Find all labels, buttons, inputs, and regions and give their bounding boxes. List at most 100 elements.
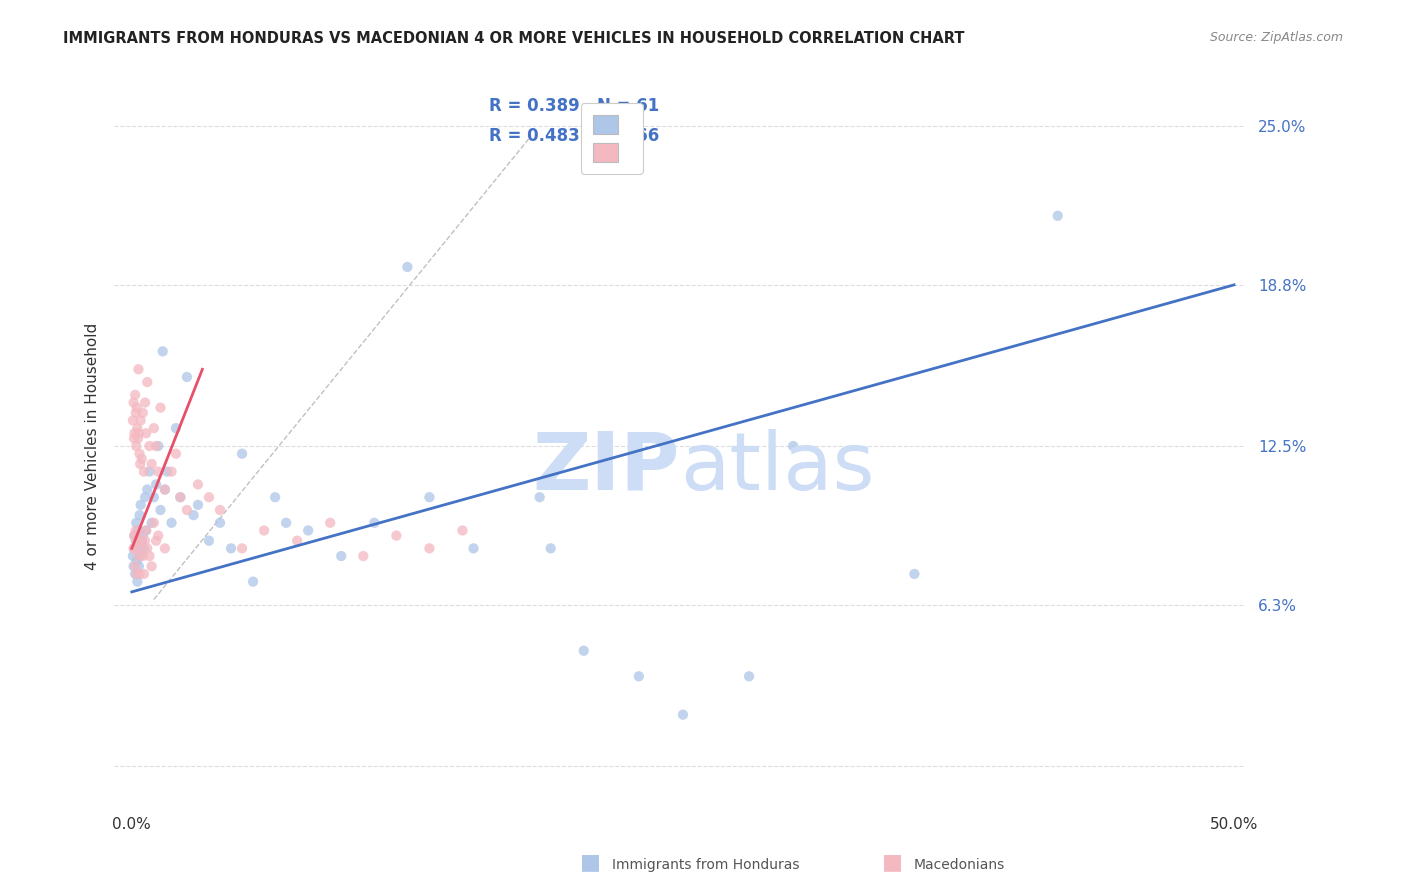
- Point: [128, 566, 150, 581]
- Point: [129, 549, 152, 563]
- Point: [165, 447, 187, 461]
- Point: [463, 541, 485, 556]
- Point: [142, 421, 165, 435]
- Point: [672, 707, 695, 722]
- Point: [148, 439, 170, 453]
- Point: [125, 524, 148, 538]
- Point: [127, 362, 149, 376]
- Point: [125, 516, 148, 530]
- Point: [540, 541, 562, 556]
- Point: [242, 574, 264, 589]
- Point: [138, 439, 160, 453]
- Point: [135, 524, 157, 538]
- Point: [141, 457, 163, 471]
- Point: [122, 541, 145, 556]
- Point: [198, 490, 221, 504]
- Point: [1046, 209, 1069, 223]
- Point: [572, 643, 595, 657]
- Point: [297, 524, 319, 538]
- Point: [125, 401, 148, 415]
- Point: [231, 541, 253, 556]
- Point: [165, 421, 187, 435]
- Point: [131, 533, 153, 548]
- Point: [131, 533, 153, 548]
- Point: [264, 490, 287, 504]
- Point: [276, 516, 298, 530]
- Point: [363, 516, 385, 530]
- Point: [319, 516, 342, 530]
- Point: [418, 490, 440, 504]
- Point: [136, 541, 159, 556]
- Point: [127, 549, 149, 563]
- Point: [153, 541, 176, 556]
- Point: [127, 421, 149, 435]
- Point: [132, 528, 155, 542]
- Point: [145, 533, 167, 548]
- Point: [136, 483, 159, 497]
- Point: [124, 566, 146, 581]
- Point: [142, 490, 165, 504]
- Point: [135, 426, 157, 441]
- Point: [152, 344, 174, 359]
- Point: [330, 549, 353, 563]
- Point: [125, 554, 148, 568]
- Point: [138, 549, 160, 563]
- Text: ■: ■: [581, 853, 600, 872]
- Point: [253, 524, 276, 538]
- Point: [122, 541, 145, 556]
- Point: [129, 541, 152, 556]
- Point: [627, 669, 650, 683]
- Point: [125, 406, 148, 420]
- Point: [129, 457, 152, 471]
- Point: [124, 426, 146, 441]
- Point: [451, 524, 474, 538]
- Point: [127, 524, 149, 538]
- Point: [128, 447, 150, 461]
- Text: ZIP: ZIP: [533, 428, 679, 507]
- Point: [160, 516, 183, 530]
- Point: [396, 260, 419, 274]
- Point: [149, 503, 172, 517]
- Text: ■: ■: [883, 853, 903, 872]
- Point: [124, 528, 146, 542]
- Point: [153, 483, 176, 497]
- Point: [285, 533, 308, 548]
- Point: [122, 395, 145, 409]
- Text: R = 0.389   N = 61: R = 0.389 N = 61: [489, 96, 659, 114]
- Point: [129, 498, 152, 512]
- Point: [219, 541, 242, 556]
- Point: [169, 490, 191, 504]
- Point: [132, 465, 155, 479]
- Point: [122, 549, 145, 563]
- Point: [208, 516, 231, 530]
- Point: [132, 566, 155, 581]
- Y-axis label: 4 or more Vehicles in Household: 4 or more Vehicles in Household: [86, 322, 100, 570]
- Point: [782, 439, 804, 453]
- Point: [132, 541, 155, 556]
- Point: [125, 533, 148, 548]
- Point: [156, 465, 179, 479]
- Point: [231, 447, 253, 461]
- Text: Immigrants from Honduras: Immigrants from Honduras: [612, 858, 799, 872]
- Point: [135, 524, 157, 538]
- Point: [122, 559, 145, 574]
- Point: [903, 566, 925, 581]
- Point: [187, 477, 209, 491]
- Point: [134, 533, 156, 548]
- Point: [125, 439, 148, 453]
- Point: [198, 533, 221, 548]
- Point: [187, 498, 209, 512]
- Point: [127, 528, 149, 542]
- Text: Macedonians: Macedonians: [914, 858, 1005, 872]
- Point: [141, 516, 163, 530]
- Text: atlas: atlas: [679, 428, 875, 507]
- Point: [160, 465, 183, 479]
- Point: [122, 431, 145, 445]
- Point: [352, 549, 374, 563]
- Point: [169, 490, 191, 504]
- Point: [738, 669, 761, 683]
- Point: [128, 508, 150, 522]
- Point: [153, 483, 176, 497]
- Point: [176, 503, 198, 517]
- Point: [136, 375, 159, 389]
